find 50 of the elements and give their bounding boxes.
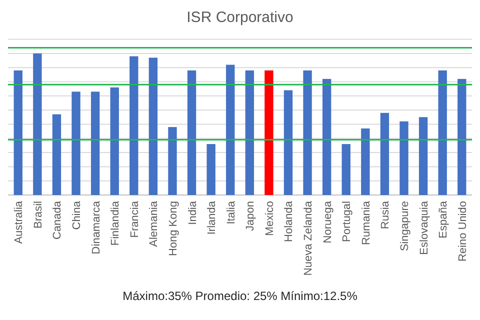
bar: [33, 53, 42, 195]
x-tick-label: Japon: [244, 201, 257, 231]
bar: [303, 70, 312, 195]
bar: [206, 144, 216, 195]
x-tick-label: Irlanda: [206, 200, 218, 235]
bar: [284, 90, 293, 195]
bar: [458, 78, 466, 195]
x-tick-label: Reino Unido: [456, 201, 469, 262]
x-tick-label: Brasil: [32, 201, 44, 229]
x-tick-label: Canada: [52, 200, 64, 240]
x-tick-label: Holanda: [283, 200, 296, 242]
x-tick-label: Italia: [225, 200, 238, 224]
bar: [52, 114, 62, 195]
x-tick-label: Finlandia: [110, 200, 122, 246]
text: Máximo:35% Promedio: 25% Mínimo:12.5%: [122, 289, 358, 303]
x-tick-label: Francia: [128, 200, 141, 238]
bar: [245, 70, 254, 195]
bar: [110, 87, 119, 195]
bar: [14, 70, 22, 195]
bar: [342, 144, 350, 195]
x-tick-label: China: [71, 200, 84, 230]
x-tick-label: Alemania: [148, 200, 160, 247]
bar: [322, 78, 332, 195]
bar: [130, 56, 138, 195]
x-tick-label: Mexico: [264, 201, 276, 236]
x-tick-label: Dinamarca: [90, 200, 102, 254]
bar: [418, 117, 428, 195]
bar: [226, 64, 235, 195]
bar: [90, 92, 100, 195]
x-tick-label: Eslovaquia: [418, 200, 430, 255]
x-tick-label: Australia: [13, 200, 26, 244]
bar: [361, 128, 370, 195]
x-tick-label: Rumania: [360, 200, 372, 246]
x-tick-label: Rusia: [380, 200, 392, 230]
bar: [264, 70, 274, 195]
bar: [168, 127, 177, 195]
x-tick-label: Noruega: [322, 200, 334, 244]
x-tick-label: Portugal: [341, 201, 354, 242]
bar: [400, 121, 408, 195]
chart-title: ISR Corporativo: [186, 9, 294, 26]
x-tick-label: Nueva Zelanda: [302, 200, 315, 276]
bar: [148, 58, 158, 195]
x-tick-label: India: [186, 200, 199, 225]
bar: [72, 92, 80, 195]
bar: [187, 70, 196, 195]
bar: [380, 112, 390, 195]
bar: [438, 70, 447, 195]
x-tick-label: España: [438, 200, 450, 238]
x-tick-label: Hong Kong: [167, 201, 180, 256]
x-tick-label: Singapure: [398, 201, 411, 252]
